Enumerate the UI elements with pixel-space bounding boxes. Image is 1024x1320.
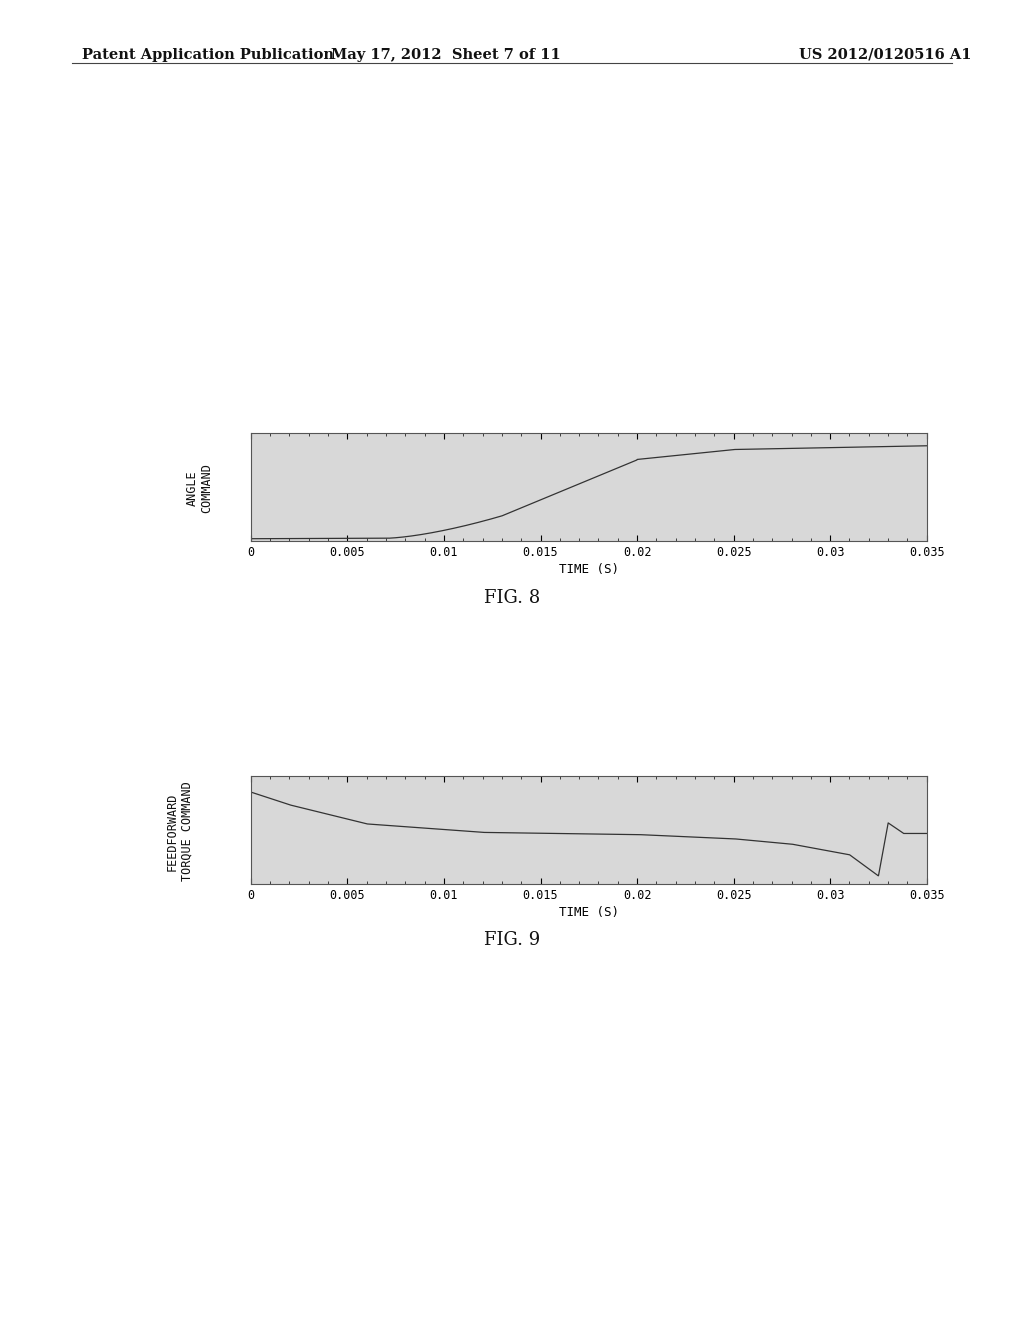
- Text: FEEDFORWARD
TORQUE COMMAND: FEEDFORWARD TORQUE COMMAND: [165, 781, 194, 882]
- Text: US 2012/0120516 A1: US 2012/0120516 A1: [799, 48, 971, 62]
- Text: FIG. 9: FIG. 9: [484, 931, 540, 949]
- Text: Patent Application Publication: Patent Application Publication: [82, 48, 334, 62]
- Text: FIG. 8: FIG. 8: [484, 589, 540, 607]
- Text: May 17, 2012  Sheet 7 of 11: May 17, 2012 Sheet 7 of 11: [331, 48, 560, 62]
- Text: ANGLE
COMMAND: ANGLE COMMAND: [185, 463, 214, 513]
- X-axis label: TIME (S): TIME (S): [559, 564, 618, 577]
- X-axis label: TIME (S): TIME (S): [559, 907, 618, 920]
